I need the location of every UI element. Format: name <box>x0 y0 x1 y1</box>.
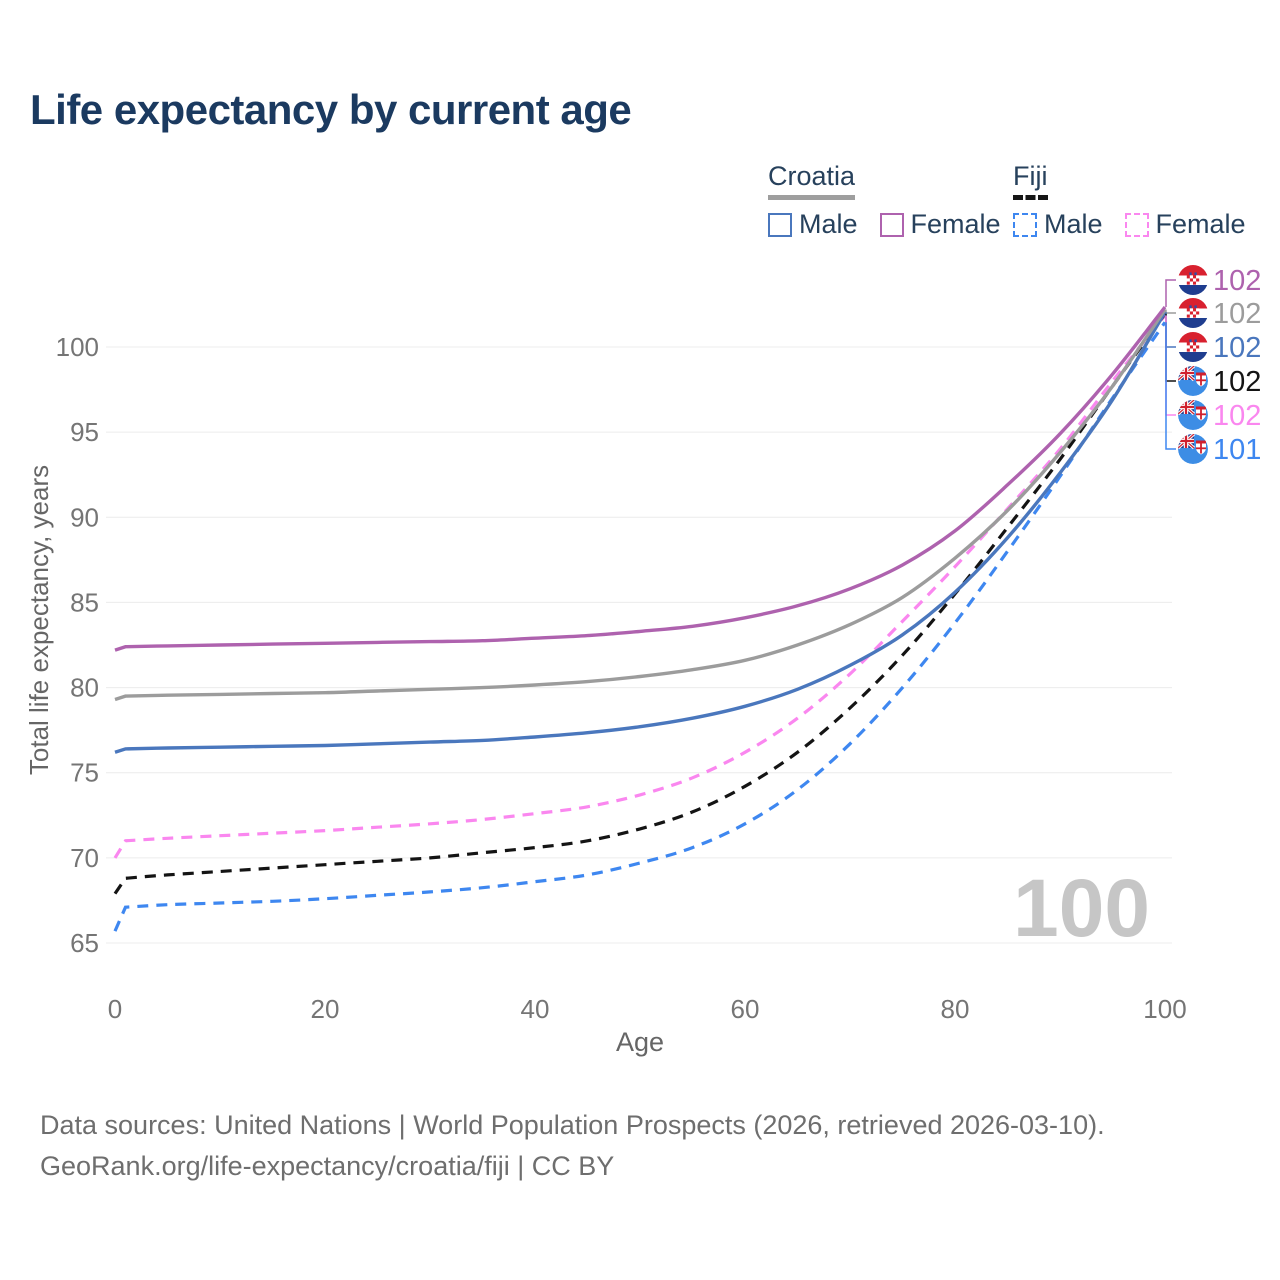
series-line-croatia_female[interactable] <box>114 305 1167 652</box>
y-tick-label: 85 <box>70 587 99 617</box>
end-value-label-croatia_both: 102 <box>1213 298 1261 330</box>
y-tick-label: 90 <box>70 502 99 532</box>
legend-item-label: Male <box>799 209 858 239</box>
y-tick-label: 80 <box>70 673 99 703</box>
chart-title: Life expectancy by current age <box>30 86 632 133</box>
fiji-flag-icon <box>1178 400 1208 430</box>
y-tick-label: 95 <box>70 417 99 447</box>
series-line-croatia_male[interactable] <box>114 311 1167 754</box>
footer-data-sources: Data sources: United Nations | World Pop… <box>40 1110 1105 1140</box>
croatia-male-swatch-icon <box>768 212 792 237</box>
end-value-label-fiji_female: 102 <box>1213 400 1261 432</box>
x-axis-title: Age <box>616 1027 664 1057</box>
y-tick-label: 75 <box>70 758 99 788</box>
legend-item-croatia-male[interactable]: Male <box>768 209 858 240</box>
end-value-label-croatia_male: 102 <box>1213 332 1261 364</box>
x-tick-label: 40 <box>521 994 550 1024</box>
croatia-flag-icon <box>1178 265 1208 295</box>
series-line-fiji_both[interactable] <box>113 312 1167 895</box>
x-tick-label: 100 <box>1143 994 1186 1024</box>
series-line-fiji_female[interactable] <box>113 314 1167 859</box>
croatia-female-swatch-icon <box>879 212 904 237</box>
x-tick-label: 0 <box>108 994 122 1024</box>
end-label-connector <box>1165 312 1176 348</box>
legend-item-fiji-female[interactable]: Female <box>1124 209 1246 240</box>
end-value-label-fiji_male: 101 <box>1213 434 1261 466</box>
series-line-fiji_male[interactable] <box>113 321 1167 932</box>
fiji-flag-icon <box>1178 366 1208 396</box>
fiji-male-swatch-icon <box>1013 212 1037 237</box>
legend-country-croatia[interactable]: Croatia <box>768 161 856 200</box>
legend-item-croatia-female[interactable]: Female <box>879 209 1001 240</box>
x-tick-label: 80 <box>941 994 970 1024</box>
x-tick-label: 20 <box>311 994 340 1024</box>
x-tick-label: 60 <box>731 994 760 1024</box>
legend-item-label: Female <box>1155 209 1246 239</box>
legend-item-label: Female <box>910 209 1001 239</box>
y-axis-title: Total life expectancy, years <box>24 465 54 775</box>
legend-country-fiji[interactable]: Fiji <box>1013 161 1048 200</box>
footer-attribution-link[interactable]: GeoRank.org/life-expectancy/croatia/fiji… <box>40 1151 615 1181</box>
series-line-croatia_both[interactable] <box>114 308 1167 702</box>
end-value-label-fiji_both: 102 <box>1213 366 1261 398</box>
y-tick-label: 70 <box>70 843 99 873</box>
legend-item-label: Male <box>1044 209 1103 239</box>
end-label-connector <box>1165 279 1176 307</box>
legend-item-fiji-male[interactable]: Male <box>1013 209 1103 240</box>
end-value-label-croatia_female: 102 <box>1213 265 1261 297</box>
y-tick-label: 100 <box>56 332 99 362</box>
footer: Data sources: United Nations | World Pop… <box>40 1105 1105 1187</box>
age-cursor-watermark: 100 <box>1013 863 1150 954</box>
end-label-connector <box>1165 309 1176 314</box>
fiji-flag-icon <box>1178 434 1208 464</box>
end-label-connector <box>1165 315 1176 416</box>
legend-group-fiji: Fiji Male Female <box>1013 161 1246 240</box>
croatia-flag-icon <box>1178 298 1208 328</box>
croatia-flag-icon <box>1178 332 1208 362</box>
end-label-connector <box>1165 322 1176 450</box>
y-tick-label: 65 <box>70 928 99 958</box>
legend-group-croatia: Croatia Male Female <box>768 161 1001 240</box>
fiji-female-swatch-icon <box>1124 212 1149 237</box>
